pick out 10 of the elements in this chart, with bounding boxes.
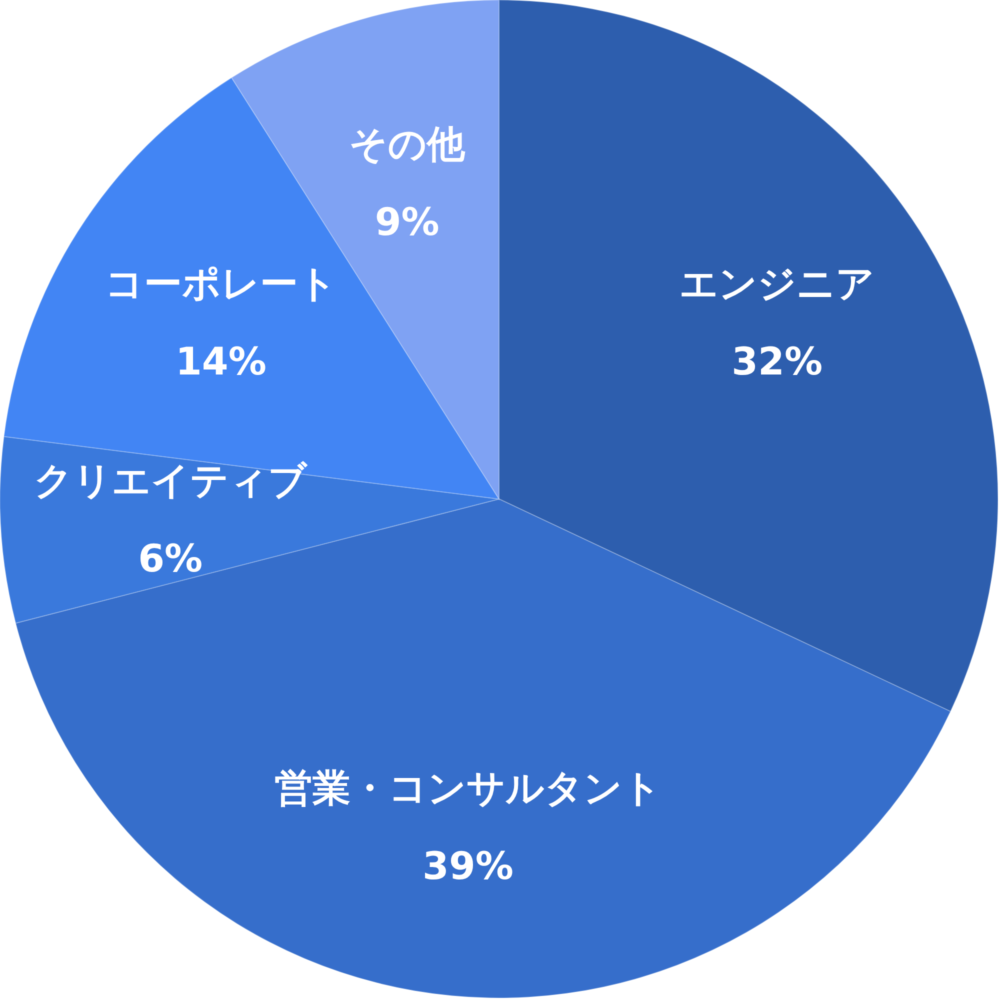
- data-label: 32%: [732, 340, 823, 384]
- slice-label: その他: [349, 122, 466, 166]
- data-label: 6%: [138, 536, 203, 581]
- slice-label: エンジニア: [680, 262, 875, 306]
- slice-label: 営業・コンサルタント: [274, 766, 662, 810]
- slice-label: クリエイティブ: [34, 458, 308, 503]
- data-label: 39%: [422, 844, 514, 888]
- data-label: 9%: [374, 200, 440, 244]
- slice-label: コーポレート: [104, 262, 337, 306]
- data-label: 14%: [175, 340, 266, 384]
